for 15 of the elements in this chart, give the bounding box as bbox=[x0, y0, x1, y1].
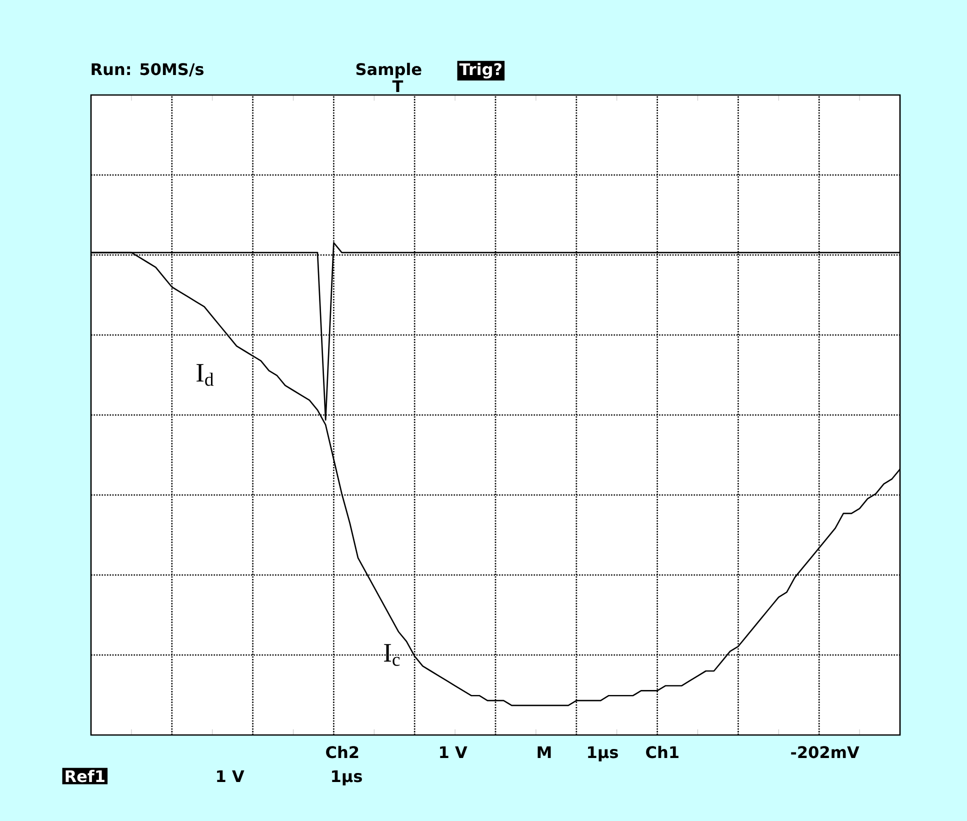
text: Ref1 bbox=[66, 770, 104, 782]
text: -202mV bbox=[791, 746, 860, 758]
text: Trig? bbox=[459, 62, 502, 78]
annotation: I$_{d}$ bbox=[196, 364, 214, 386]
text: T bbox=[392, 80, 404, 92]
text: Run: 50MS/s bbox=[92, 63, 204, 76]
text: M bbox=[538, 746, 551, 758]
text: Ch1 bbox=[646, 746, 678, 758]
text: Ch2 bbox=[326, 746, 358, 758]
annotation: I$_{c}$ bbox=[384, 644, 400, 666]
text: 1 V bbox=[440, 746, 468, 758]
text: 1 V bbox=[217, 770, 244, 782]
text: Sample bbox=[356, 62, 422, 78]
text: 1µs bbox=[588, 746, 618, 762]
text: 1µs bbox=[332, 770, 362, 786]
